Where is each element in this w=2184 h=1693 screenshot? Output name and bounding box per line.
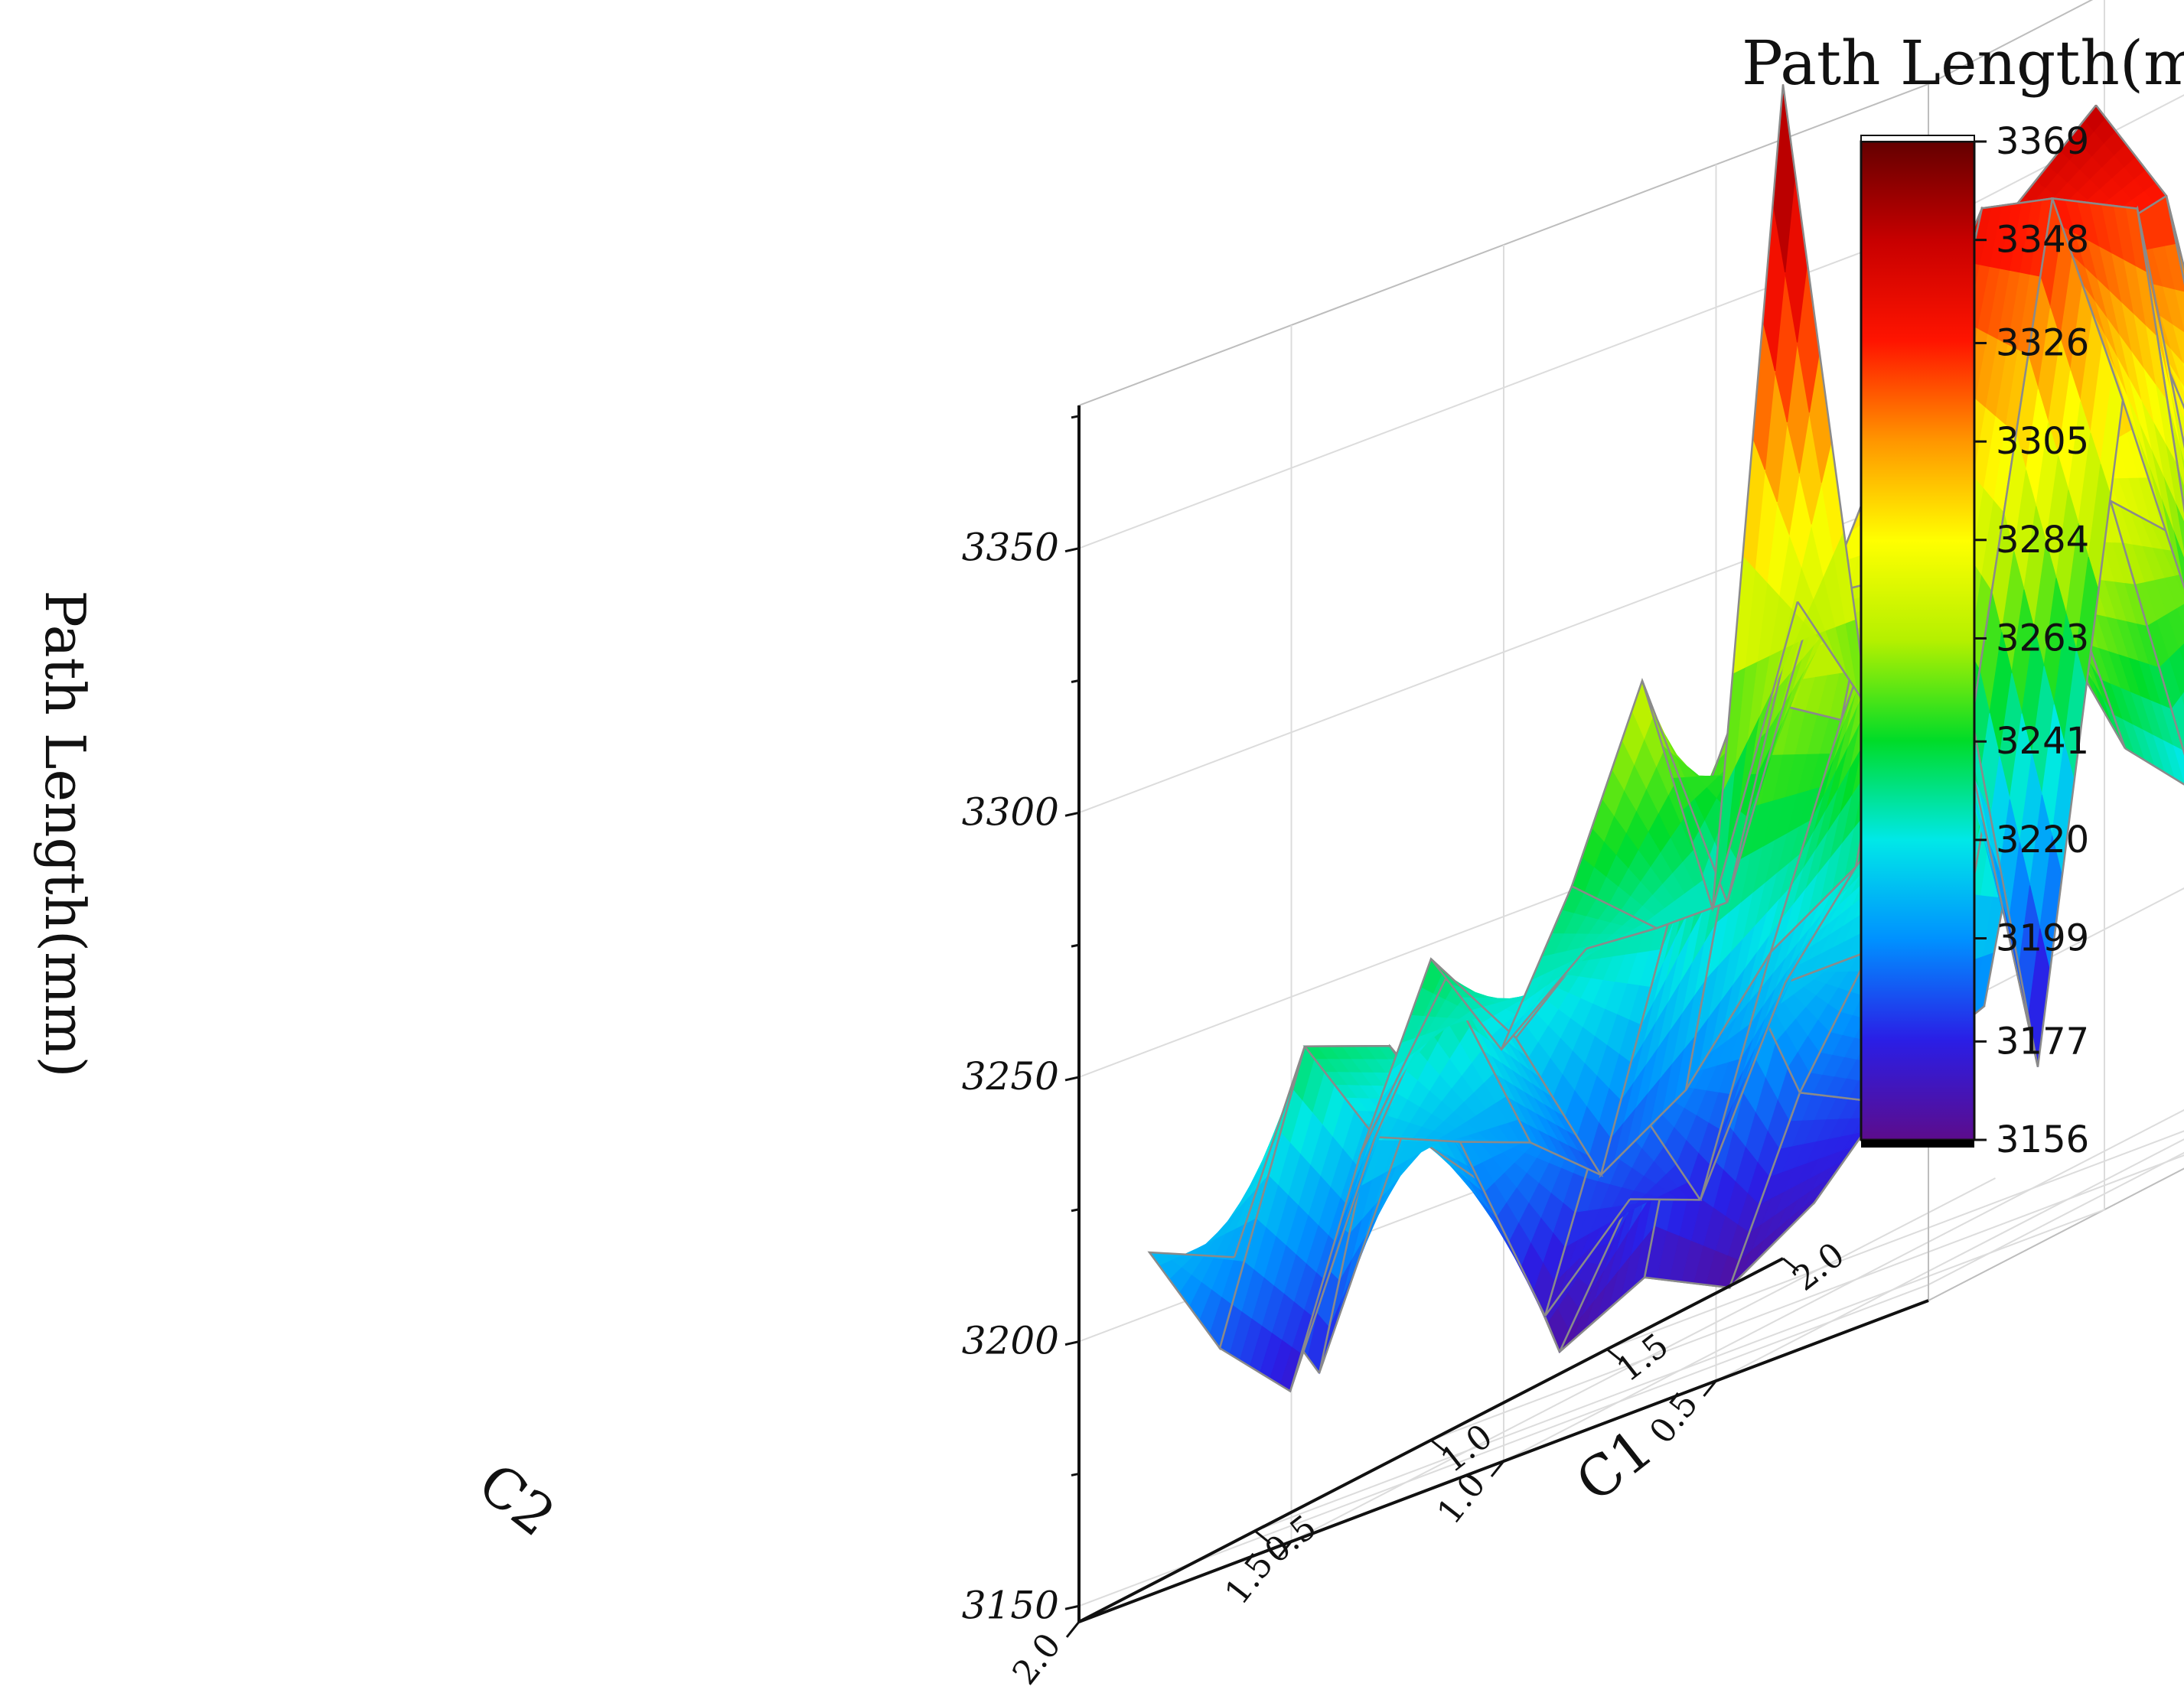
mesh-line [2150,328,2184,474]
colorbar-tick-label: 3369 [1996,120,2089,163]
surface-facet [2179,642,2184,663]
surface-cell [1514,909,1673,1177]
z-tick [1064,1076,1080,1082]
z-minor-tick [1071,1472,1080,1476]
surface-cell [1711,84,1869,910]
z-minor-tick [1071,1208,1080,1213]
z-axis-title: Path Length(mm) [33,590,97,1077]
x-tick [1065,1621,1081,1638]
x-tick [1278,1541,1292,1558]
colorbar-gradient [1860,140,1976,1141]
z-tick [1064,1604,1080,1610]
y-tick [1606,1348,1623,1363]
z-tick [1064,811,1080,817]
colorbar-tick-label: 3305 [1996,420,2089,463]
surface-cell [1966,197,2124,1067]
floor-grid-y [1430,1154,2184,1441]
colorbar-tick-label: 3348 [1996,219,2089,262]
colorbar-title: Path Length(mm) [1742,28,2184,99]
x-tick [1703,1380,1717,1397]
colorbar-tick-label: 3220 [1996,819,2089,861]
colorbar-tick-label: 3263 [1996,617,2089,659]
y-tick-label: 1.5 [1609,1326,1676,1389]
x-tick-label: 2.0 [1005,1626,1068,1692]
surface-cell [1699,866,1857,1200]
z-tick [1064,1340,1080,1346]
y-tick [1430,1439,1447,1454]
x-tick-label: 0.5 [1642,1385,1706,1451]
colorbar-under [1861,1140,1974,1148]
colorbar: 3369 3348 3326 3305 3284 3263 3241 3220 3199 3177… [1860,120,2089,1161]
colorbar-over [1860,135,1975,142]
surface-facet [2176,603,2184,627]
mesh-line [2136,208,2184,513]
colorbar-tick-label: 3156 [1996,1118,2089,1161]
z-minor-tick [1071,679,1080,683]
floor-grid-x [1291,1177,1996,1542]
surface-cell [1359,957,1517,1154]
z-tick-label: 3350 [962,526,1059,570]
z-tick [1064,547,1080,553]
y-tick [1782,1257,1799,1272]
floor-grid-y [1606,1130,2184,1350]
y-tick-label: 1.0 [1433,1417,1500,1480]
mesh-line [1711,84,1869,910]
z-minor-tick [1071,415,1080,419]
z-tick-label: 3300 [962,790,1059,834]
z-tick-label: 3200 [962,1319,1059,1363]
y-tick [1254,1530,1271,1545]
y-tick-label: 2.0 [1785,1235,1852,1298]
z-minor-tick [1071,943,1080,948]
x-tick [1490,1460,1505,1477]
colorbar-tick-label: 3326 [1996,321,2089,364]
x-axis-title: C2 [467,1450,567,1548]
z-tick-label: 3150 [962,1583,1059,1627]
z-tick-label: 3250 [962,1054,1059,1099]
colorbar-tick-label: 3241 [1996,720,2089,763]
colorbar-tick-label: 3199 [1996,917,2089,960]
colorbar-tick-label: 3177 [1996,1020,2089,1063]
colorbar-tick-label: 3284 [1996,519,2089,562]
